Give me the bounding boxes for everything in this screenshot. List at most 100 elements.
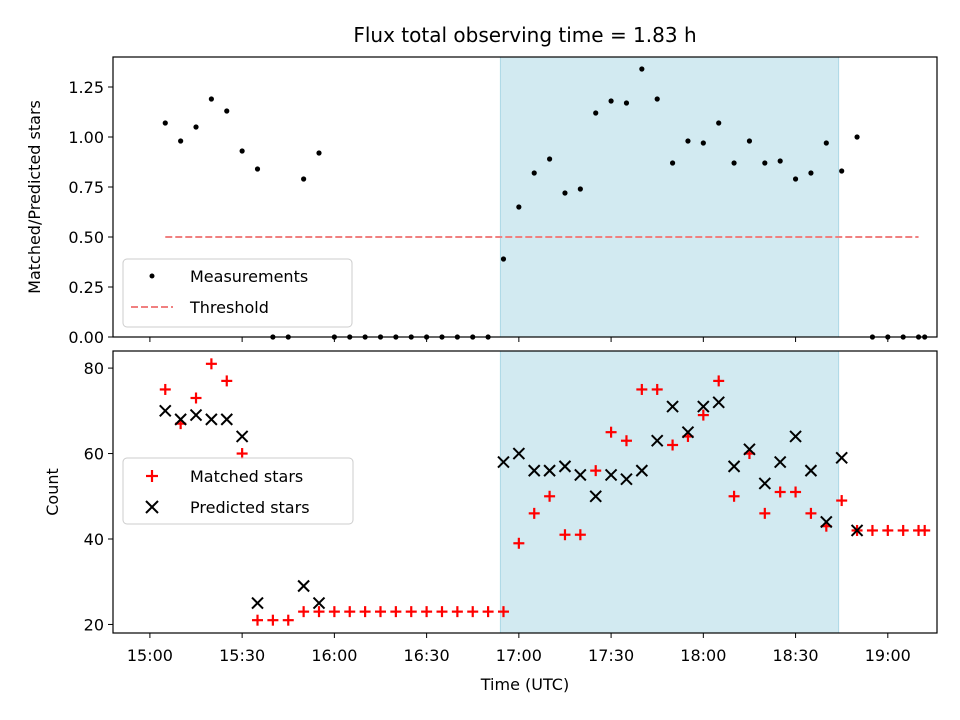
matched-star-point bbox=[882, 524, 894, 536]
top-axes-frame bbox=[112, 56, 938, 338]
predicted-star-point bbox=[497, 455, 510, 469]
x-tick-label: 15:30 bbox=[219, 646, 265, 665]
measurement-point bbox=[854, 134, 860, 140]
matched-star-point bbox=[497, 606, 509, 618]
bottom-y-tick-label: 80 bbox=[84, 359, 104, 378]
predicted-star-point bbox=[159, 404, 172, 418]
matched-star-point bbox=[590, 465, 602, 477]
matched-star-point bbox=[651, 383, 663, 395]
matched-star-point bbox=[774, 486, 786, 498]
matched-star-point bbox=[374, 606, 386, 618]
matched-star-point bbox=[159, 383, 171, 395]
matched-star-point bbox=[298, 606, 310, 618]
matched-star-point bbox=[805, 507, 817, 519]
predicted-star-point bbox=[589, 490, 602, 503]
matched-star-point bbox=[528, 507, 540, 519]
measurement-point bbox=[593, 110, 599, 116]
measurement-point bbox=[762, 160, 768, 166]
chart-title: Flux total observing time = 1.83 h bbox=[353, 23, 696, 47]
matched-star-point bbox=[467, 606, 479, 618]
predicted-star-point bbox=[804, 464, 818, 477]
predicted-star-point bbox=[773, 455, 787, 469]
predicted-star-point bbox=[820, 515, 833, 529]
predicted-star-point bbox=[235, 430, 249, 443]
legend-threshold-label: Threshold bbox=[189, 298, 269, 317]
measurement-point bbox=[654, 96, 660, 102]
measurement-point bbox=[500, 256, 507, 262]
predicted-star-point bbox=[743, 443, 756, 456]
bottom-y-tick-label: 60 bbox=[84, 445, 104, 464]
bottom-legend: Matched stars Predicted stars bbox=[122, 457, 354, 525]
matched-star-point bbox=[697, 409, 709, 421]
matched-star-point bbox=[790, 486, 802, 498]
matched-star-point bbox=[667, 439, 679, 451]
top-panel: 0.00 0.25 0.50 0.75 1.00 1.25 Flux total obse… bbox=[25, 23, 938, 347]
bottom-y-axis-label: Count bbox=[43, 468, 62, 516]
x-tick-label: 15:00 bbox=[127, 646, 173, 665]
top-y-tick-label: 1.25 bbox=[68, 78, 104, 97]
top-y-tick-label: 0.00 bbox=[68, 328, 104, 347]
matched-star-point bbox=[190, 392, 202, 404]
measurement-point bbox=[623, 100, 630, 106]
measurement-point bbox=[546, 156, 553, 162]
matched-star-point bbox=[866, 524, 878, 536]
legend-predicted-marker bbox=[145, 500, 159, 514]
predicted-star-point bbox=[758, 477, 772, 490]
legend-measurements-label: Measurements bbox=[190, 267, 308, 286]
matched-star-point bbox=[359, 606, 371, 618]
measurement-point bbox=[316, 150, 322, 156]
predicted-star-point bbox=[220, 413, 233, 426]
measurement-point bbox=[839, 168, 845, 174]
predicted-star-point bbox=[651, 434, 664, 447]
measurement-point bbox=[208, 96, 214, 102]
matched-star-point bbox=[636, 383, 648, 395]
measurement-point bbox=[700, 140, 706, 146]
predicted-star-point bbox=[205, 413, 218, 426]
measurement-point bbox=[193, 124, 199, 130]
predicted-star-point bbox=[312, 596, 326, 610]
measurement-point bbox=[254, 166, 261, 172]
predicted-star-point bbox=[681, 425, 695, 439]
measurement-point bbox=[562, 190, 568, 196]
measurement-point bbox=[823, 140, 829, 146]
x-tick-label: 17:00 bbox=[496, 646, 542, 665]
x-tick-label: 16:30 bbox=[404, 646, 450, 665]
matched-star-point bbox=[328, 606, 340, 618]
bottom-axes-frame bbox=[112, 350, 938, 634]
measurement-point bbox=[731, 160, 737, 166]
bottom-observing-span bbox=[499, 350, 840, 634]
predicted-star-point bbox=[297, 579, 310, 593]
x-tick-label: 16:00 bbox=[311, 646, 357, 665]
matched-star-point bbox=[544, 490, 556, 502]
predicted-star-point bbox=[712, 396, 725, 409]
matched-star-point bbox=[728, 490, 740, 502]
matched-star-point bbox=[252, 614, 264, 626]
matched-star-point bbox=[405, 606, 417, 618]
matched-star-point bbox=[513, 537, 525, 549]
x-tick-label: 17:30 bbox=[588, 646, 634, 665]
measurement-point bbox=[639, 66, 645, 72]
matched-star-point bbox=[713, 375, 725, 387]
measurement-point bbox=[808, 170, 814, 176]
predicted-star-point bbox=[174, 413, 187, 426]
matched-star-point bbox=[236, 448, 248, 460]
measurement-point bbox=[746, 138, 753, 144]
predicted-star-point bbox=[512, 447, 526, 460]
predicted-star-point bbox=[697, 400, 710, 413]
measurement-point bbox=[685, 138, 691, 144]
x-axis-label: Time (UTC) bbox=[480, 675, 569, 694]
x-tick-label: 18:00 bbox=[680, 646, 726, 665]
predicted-star-point bbox=[543, 464, 556, 477]
measurement-point bbox=[531, 170, 537, 176]
measurement-point bbox=[577, 186, 583, 192]
legend-predicted-label: Predicted stars bbox=[190, 498, 310, 517]
measurement-point bbox=[716, 120, 722, 126]
bottom-y-tick-label: 20 bbox=[84, 615, 104, 634]
top-observing-span bbox=[499, 56, 840, 338]
predicted-star-point bbox=[604, 468, 618, 482]
predicted-star-point bbox=[789, 430, 802, 443]
matched-star-point bbox=[267, 614, 279, 626]
matched-star-point bbox=[390, 606, 402, 618]
matched-star-point bbox=[759, 507, 771, 519]
